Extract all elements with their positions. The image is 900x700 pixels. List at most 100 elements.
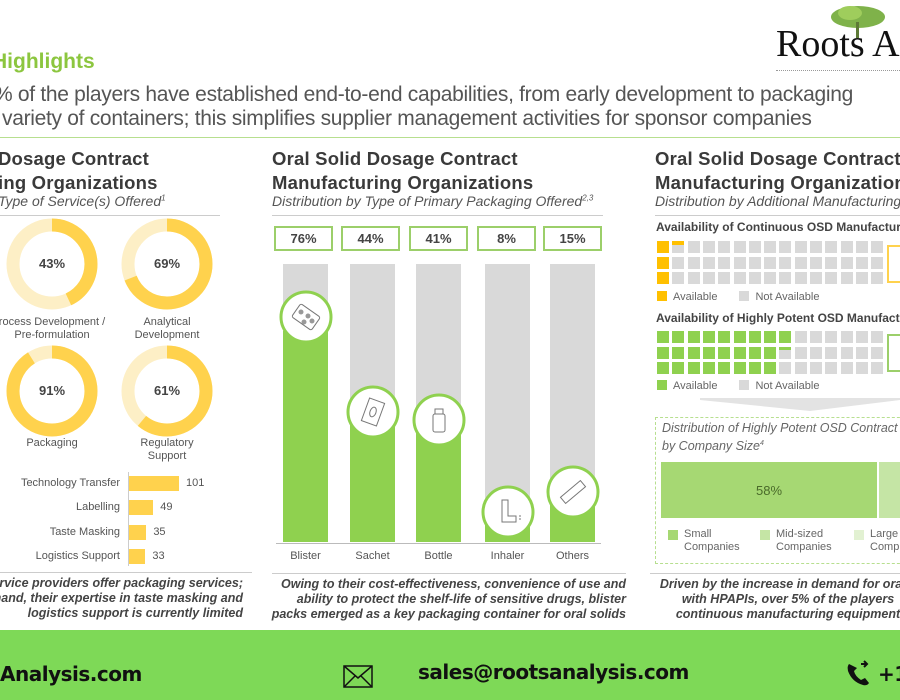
- waffle-cell: [840, 346, 853, 359]
- waffle-cell: [794, 346, 807, 359]
- header-divider: [0, 137, 900, 138]
- bottle-icon: [412, 393, 466, 447]
- down-arrow-shape: [700, 398, 900, 411]
- waffle-cell: [748, 241, 761, 253]
- waffle-cell: [855, 346, 868, 359]
- waffle-cell: [840, 272, 853, 284]
- right-title-2: Manufacturing Organizations: [655, 172, 900, 193]
- waffle-cell: [794, 256, 807, 269]
- waffle-cell: [871, 346, 884, 359]
- waffle-cell: [794, 272, 807, 284]
- waffle-cell: [718, 241, 731, 253]
- value-box: 41%: [409, 226, 468, 251]
- email-link[interactable]: sales@rootsanalysis.com: [418, 660, 689, 684]
- left-title: Dosage Contract: [0, 148, 150, 169]
- waffle-cell: [764, 256, 777, 269]
- waffle-cell: [871, 331, 884, 343]
- waffle-cell: [825, 272, 838, 284]
- middle-title-2: Manufacturing Organizations: [272, 172, 534, 193]
- donut-label: Regulatory Support: [140, 437, 194, 462]
- right-title: Oral Solid Dosage Contract: [655, 148, 900, 169]
- value-box: 15%: [543, 226, 602, 251]
- waffle-cell: [657, 272, 669, 284]
- waffle-cell: [810, 241, 822, 253]
- donut-value-arc: [6, 345, 98, 437]
- donut-value: 61%: [153, 383, 181, 398]
- waffle-cell: [657, 346, 669, 359]
- waffle-cell: [702, 331, 715, 343]
- waffle-cell: [672, 346, 685, 359]
- waffle-cell: [825, 362, 838, 374]
- waffle-cell: [672, 331, 685, 343]
- waffle2-heading: Availability of Highly Potent OSD Manufa…: [656, 311, 900, 325]
- donut-chart: 43%: [6, 218, 98, 310]
- bar-value: 101: [186, 477, 205, 489]
- waffle-cell: [855, 256, 868, 269]
- waffle-cell: [810, 256, 822, 269]
- footer: Analysis.com sales@rootsanalysis.com +1: [0, 630, 900, 700]
- bar: [416, 428, 461, 542]
- waffle-cell: [672, 272, 685, 284]
- company-size-box: [655, 417, 900, 564]
- waffle-cell: [779, 241, 792, 253]
- value-box: 8%: [477, 226, 536, 251]
- donut-chart: 91%: [6, 345, 98, 437]
- waffle-cell: [702, 362, 715, 374]
- stack-segment-small: [661, 462, 877, 518]
- waffle-cell: [718, 346, 731, 359]
- waffle-cell: [855, 362, 868, 374]
- waffle1-heading: Availability of Continuous OSD Manufactu…: [656, 220, 900, 234]
- donut-value-arc: [121, 345, 213, 437]
- waffle-cell: [764, 241, 777, 253]
- waffle2-legend: Available Not Available: [657, 380, 819, 392]
- waffle-cell: [764, 346, 777, 359]
- waffle-cell: [748, 331, 761, 343]
- stack-segment-mid: [879, 462, 900, 518]
- bar-label: Logistics Support: [35, 549, 120, 562]
- bar-label: Technology Transfer: [20, 477, 120, 489]
- stack-value: 58%: [755, 483, 783, 498]
- waffle-cell: [687, 256, 700, 269]
- sachet-icon: [346, 385, 400, 439]
- middle-title: Oral Solid Dosage Contract: [272, 148, 518, 169]
- waffle-cell: [672, 256, 685, 269]
- waffle-cell: [855, 241, 868, 253]
- left-note: ervice providers offer packaging service…: [0, 576, 243, 620]
- waffle-cell: [672, 241, 685, 253]
- waffle-cell: [855, 331, 868, 343]
- highlights-title: Highlights: [0, 50, 95, 73]
- waffle-cell: [840, 256, 853, 269]
- waffle-cell: [840, 362, 853, 374]
- waffle-cell: [748, 256, 761, 269]
- waffle-cell: [810, 362, 822, 374]
- waffle-cell: [871, 256, 884, 269]
- website-link[interactable]: Analysis.com: [0, 662, 142, 686]
- phone-number[interactable]: +1: [878, 662, 900, 686]
- bar: [129, 476, 179, 491]
- bar: [350, 419, 395, 542]
- waffle-cell: [702, 272, 715, 284]
- donut-value: 69%: [153, 256, 181, 271]
- waffle-cell: [810, 272, 822, 284]
- donut-value-arc: [6, 218, 98, 310]
- waffle-cell: [779, 362, 792, 374]
- bar: [129, 524, 147, 540]
- stack-legend-item: Large Comp: [854, 528, 899, 554]
- waffle-cell: [779, 272, 792, 284]
- value-box: 44%: [341, 226, 400, 251]
- left-subtitle: Type of Service(s) Offered1: [0, 193, 166, 209]
- waffle-cell: [748, 346, 761, 359]
- waffle-cell: [764, 362, 777, 374]
- highlight-line-1: % of the players have established end-to…: [0, 83, 853, 106]
- waffle-cell: [825, 346, 838, 359]
- logo-text: Roots A: [776, 23, 900, 65]
- stack-legend-item: Small Companies: [668, 528, 740, 554]
- waffle-cell: [702, 256, 715, 269]
- waffle-cell: [657, 256, 669, 269]
- waffle-cell: [764, 331, 777, 343]
- waffle-cell: [840, 331, 853, 343]
- bar-label: Taste Masking: [49, 525, 120, 538]
- waffle-cell: [825, 331, 838, 343]
- donut-value-arc: [121, 218, 213, 310]
- left-title-2: ing Organizations: [0, 172, 158, 193]
